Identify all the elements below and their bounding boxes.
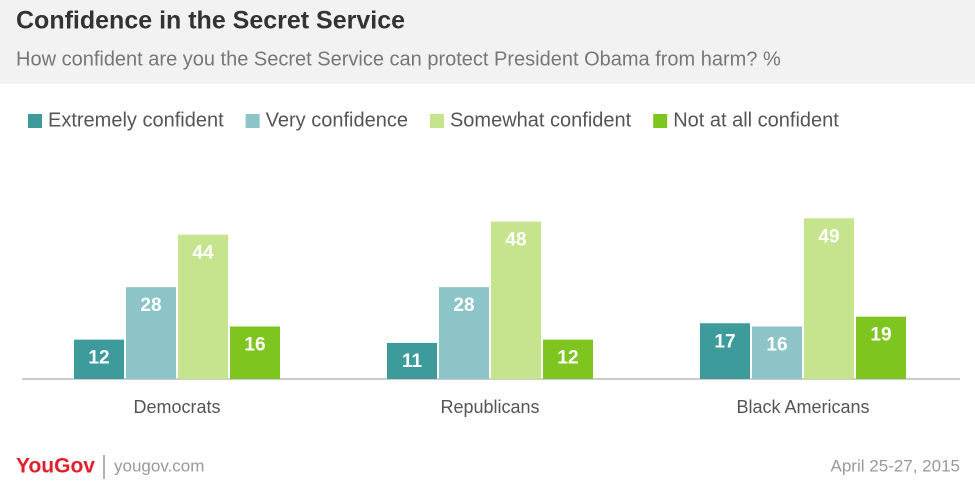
x-tick-label: Republicans <box>440 397 539 417</box>
x-tick-label: Black Americans <box>736 397 869 417</box>
bar <box>752 326 802 379</box>
bar <box>491 221 541 379</box>
bar <box>543 339 593 379</box>
legend-swatch <box>245 114 260 128</box>
value-label: 28 <box>140 295 161 316</box>
legend-swatch <box>28 114 42 128</box>
brand-logo: YouGov <box>16 455 95 478</box>
value-label: 19 <box>870 325 891 346</box>
footer-url: yougov.com <box>114 456 204 475</box>
value-label: 48 <box>505 230 526 251</box>
legend-label: Not at all confident <box>673 109 839 131</box>
bar <box>126 287 176 379</box>
value-label: 16 <box>766 335 787 356</box>
bar <box>700 323 750 379</box>
value-label: 44 <box>192 243 214 264</box>
value-label: 12 <box>88 348 109 369</box>
chart-subtitle: How confident are you the Secret Service… <box>16 48 781 70</box>
bar <box>856 316 906 379</box>
chart-title: Confidence in the Secret Service <box>16 7 405 35</box>
legend-swatch <box>653 114 668 128</box>
legend-label: Somewhat confident <box>450 109 632 131</box>
value-label: 16 <box>244 335 265 356</box>
value-label: 49 <box>818 226 839 247</box>
legend-swatch <box>429 114 444 128</box>
legend-label: Extremely confident <box>48 109 224 131</box>
value-label: 28 <box>453 295 474 316</box>
value-label: 17 <box>714 331 735 352</box>
header-band <box>0 0 975 84</box>
value-label: 11 <box>402 351 423 372</box>
footer-date: April 25-27, 2015 <box>831 456 960 475</box>
bar <box>74 339 124 379</box>
legend-label: Very confidence <box>266 109 408 131</box>
x-tick-label: Democrats <box>133 397 220 417</box>
value-label: 12 <box>557 348 578 369</box>
bar <box>439 287 489 379</box>
bar <box>387 342 437 379</box>
bar <box>178 234 228 379</box>
bar <box>804 218 854 379</box>
bar <box>230 326 280 379</box>
